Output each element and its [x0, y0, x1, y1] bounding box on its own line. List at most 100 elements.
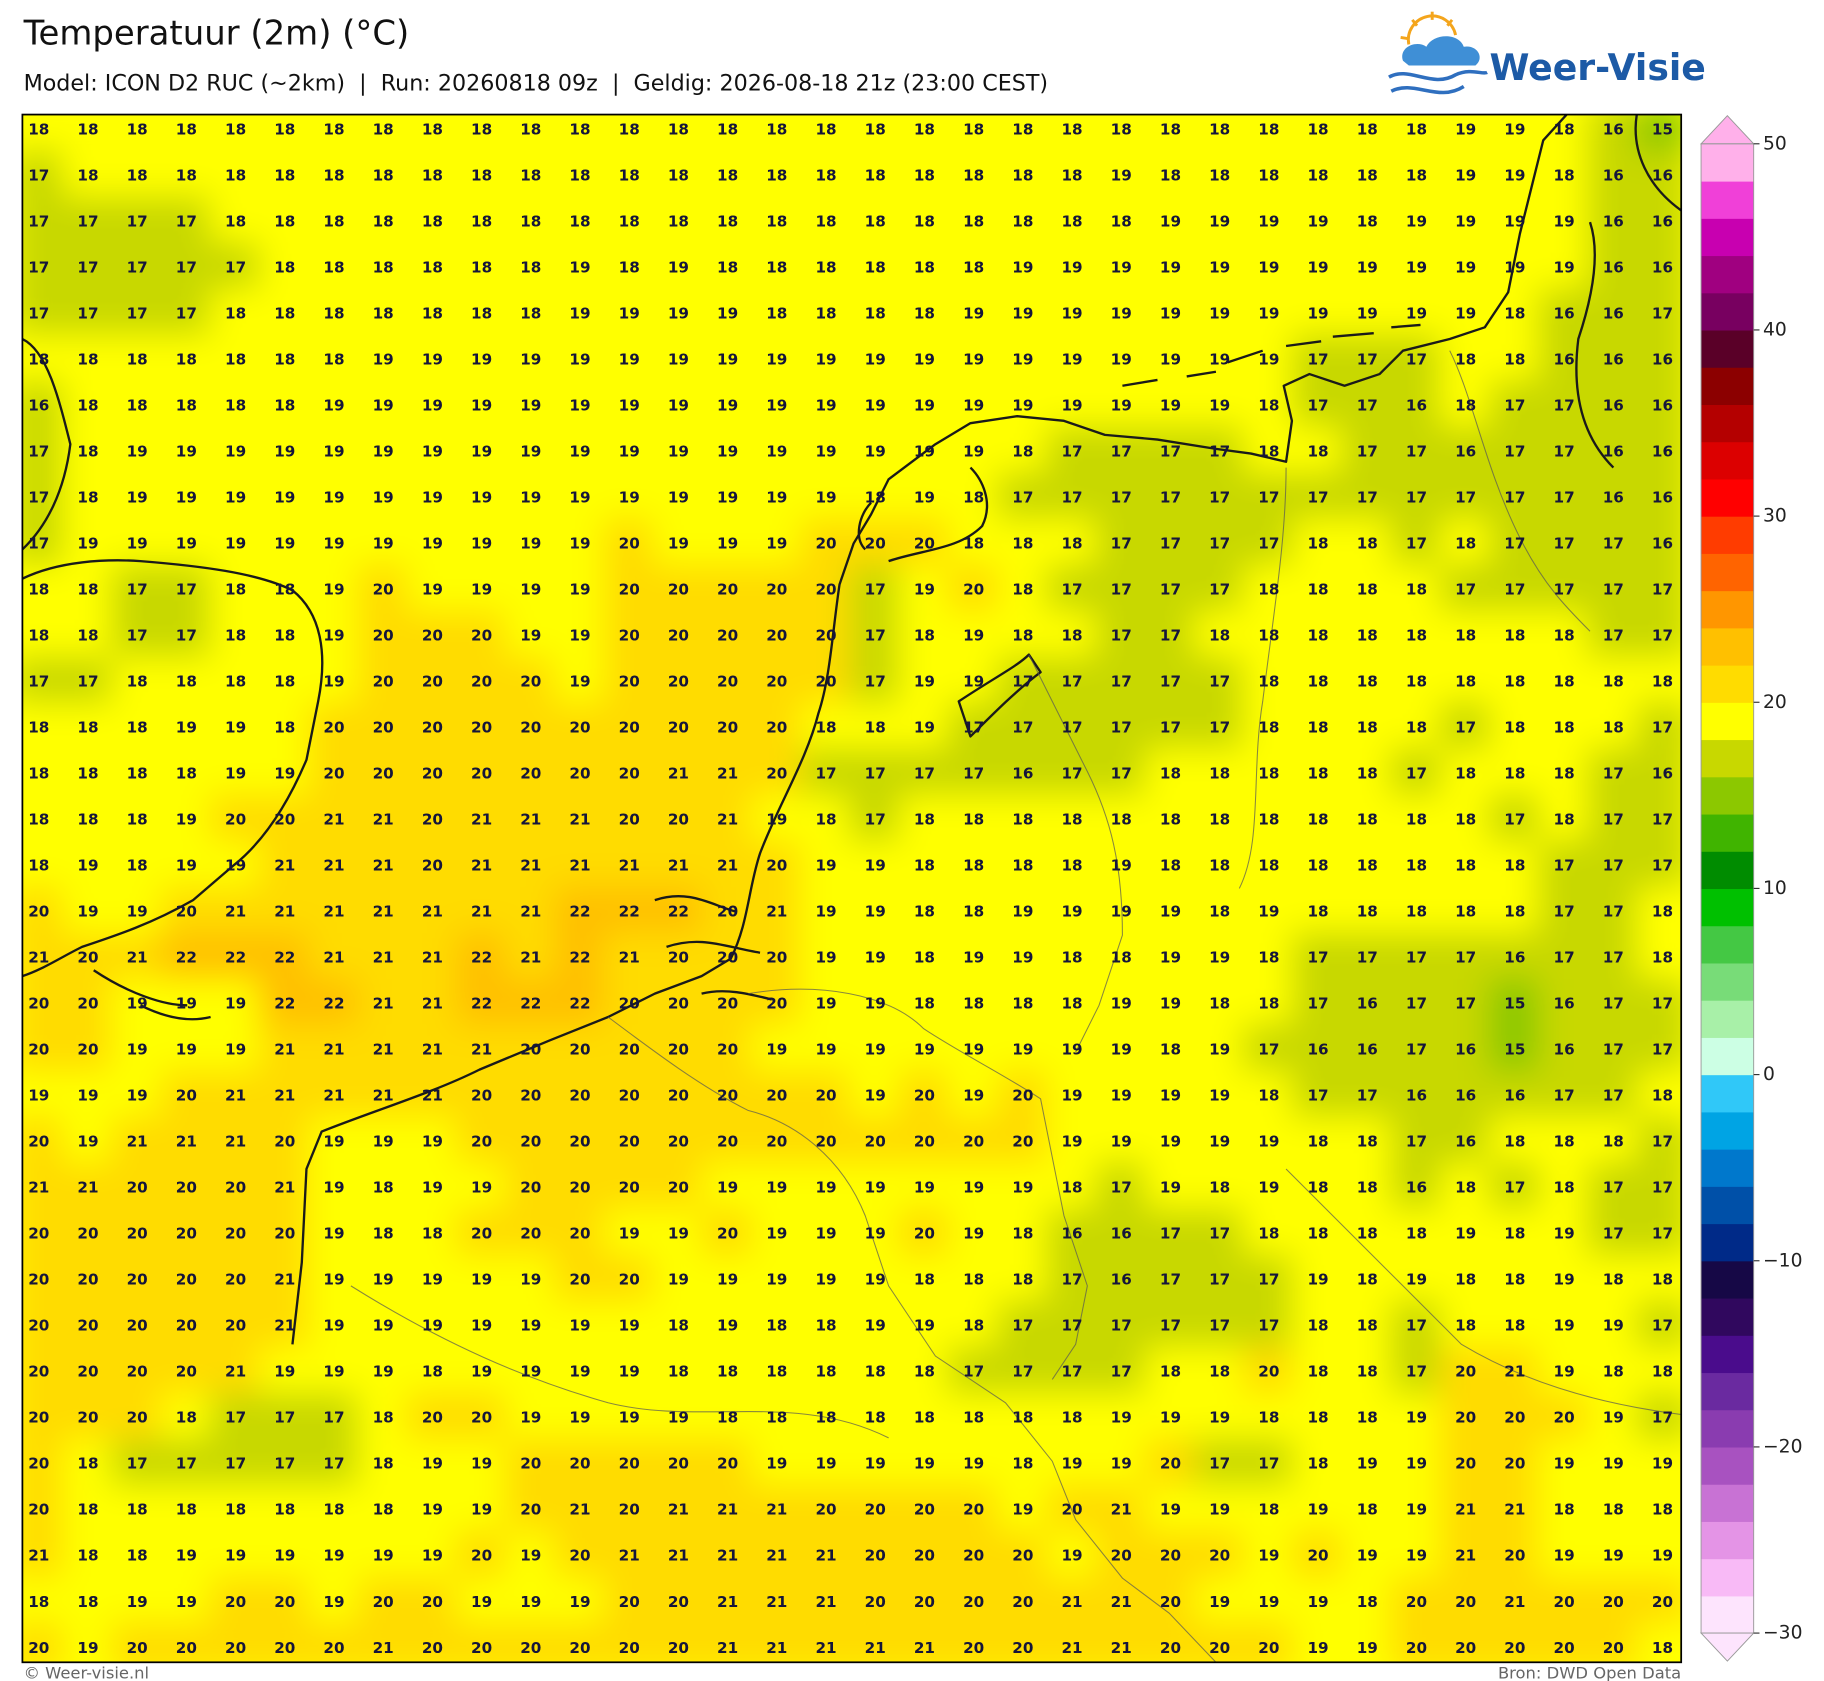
temperature-label: 22 [471, 995, 492, 1013]
colorbar-segment [1701, 441, 1754, 480]
temperature-cell [357, 196, 409, 245]
temperature-label: 18 [1554, 810, 1575, 828]
temperature-label: 17 [1061, 764, 1082, 782]
temperature-cell [111, 334, 163, 383]
temperature-cell [455, 472, 508, 521]
temperature-label: 17 [865, 764, 886, 782]
temperature-label: 19 [1061, 903, 1082, 921]
temperature-label: 16 [1652, 212, 1673, 230]
temperature-label: 18 [127, 350, 148, 368]
temperature-cell [1292, 114, 1344, 153]
temperature-cell [455, 932, 508, 982]
temperature-cell [1439, 656, 1492, 705]
colorbar-segment [1701, 292, 1754, 331]
temperature-label: 21 [373, 903, 394, 921]
temperature-cell [1292, 932, 1344, 982]
temperature-label: 19 [1258, 212, 1279, 230]
temperature-cell [62, 932, 114, 982]
temperature-cell [505, 426, 557, 475]
temperature-cell [1538, 610, 1590, 659]
temperature-label: 18 [323, 304, 344, 322]
temperature-cell [62, 518, 114, 567]
temperature-label: 18 [914, 258, 935, 276]
temperature-label: 19 [127, 534, 148, 552]
temperature-label: 21 [1504, 1363, 1525, 1381]
temperature-label: 17 [1111, 1317, 1132, 1335]
temperature-label: 17 [1504, 396, 1525, 414]
temperature-cell [1636, 380, 1682, 429]
temperature-label: 20 [668, 1179, 689, 1197]
temperature-label: 16 [1406, 1087, 1427, 1105]
temperature-cell [997, 978, 1049, 1028]
temperature-label: 18 [865, 258, 886, 276]
temperature-label: 20 [766, 718, 787, 736]
temperature-label: 21 [77, 1179, 98, 1197]
temperature-cell [1193, 288, 1246, 337]
temperature-label: 20 [1160, 1547, 1181, 1565]
temperature-cell [1489, 656, 1541, 705]
temperature-cell [111, 426, 163, 475]
temperature-label: 18 [471, 304, 492, 322]
temperature-label: 20 [77, 995, 98, 1013]
temperature-label: 19 [1554, 1455, 1575, 1473]
temperature-cell [947, 978, 1000, 1028]
temperature-cell [997, 242, 1049, 291]
temperature-label: 18 [1406, 672, 1427, 690]
temperature-label: 20 [520, 764, 541, 782]
temperature-label: 20 [668, 1041, 689, 1059]
temperature-cell [898, 380, 951, 429]
temperature-cell [1587, 380, 1640, 429]
temperature-label: 20 [1504, 1455, 1525, 1473]
temperature-cell [1489, 978, 1541, 1028]
temperature-label: 18 [373, 304, 394, 322]
temperature-label: 19 [373, 350, 394, 368]
temperature-label: 20 [373, 580, 394, 598]
temperature-label: 19 [668, 396, 689, 414]
temperature-cell [22, 840, 65, 890]
temperature-cell [1243, 656, 1295, 705]
temperature-label: 19 [569, 672, 590, 690]
temperature-cell [1341, 748, 1394, 797]
temperature-label: 19 [1209, 1501, 1230, 1519]
temperature-label: 20 [471, 1547, 492, 1565]
temperature-cell [1390, 748, 1443, 797]
temperature-label: 21 [28, 949, 49, 967]
temperature-label: 19 [1012, 350, 1033, 368]
temperature-cell [455, 564, 508, 613]
temperature-cell [997, 114, 1049, 153]
temperature-label: 20 [569, 1041, 590, 1059]
temperature-label: 21 [274, 1041, 295, 1059]
temperature-label: 18 [1554, 764, 1575, 782]
temperature-label: 20 [569, 764, 590, 782]
temperature-label: 20 [1160, 1639, 1181, 1657]
temperature-label: 19 [668, 534, 689, 552]
temperature-label: 20 [766, 1133, 787, 1151]
temperature-cell [259, 114, 311, 153]
colorbar-segment [1701, 1149, 1754, 1187]
temperature-label: 18 [1652, 949, 1673, 967]
temperature-cell [898, 886, 951, 936]
temperature-cell [406, 794, 459, 843]
temperature-cell [1046, 334, 1098, 383]
temperature-cell [1243, 564, 1295, 613]
temperature-label: 19 [176, 810, 197, 828]
temperature-label: 20 [28, 1041, 49, 1059]
temperature-label: 21 [1504, 1593, 1525, 1611]
temperature-cell [1439, 334, 1492, 383]
temperature-label: 18 [1406, 1225, 1427, 1243]
temperature-label: 19 [1209, 396, 1230, 414]
temperature-label: 19 [176, 1547, 197, 1565]
temperature-cell [800, 196, 852, 245]
temperature-label: 19 [717, 534, 738, 552]
temperature-label: 17 [28, 258, 49, 276]
temperature-label: 17 [1012, 1317, 1033, 1335]
temperature-label: 17 [1209, 718, 1230, 736]
temperature-label: 19 [1160, 350, 1181, 368]
temperature-cell [1587, 978, 1640, 1028]
temperature-cell [554, 886, 606, 936]
temperature-cell [1292, 886, 1344, 936]
temperature-label: 19 [127, 442, 148, 460]
temperature-cell [259, 1024, 311, 1074]
temperature-cell [259, 564, 311, 613]
